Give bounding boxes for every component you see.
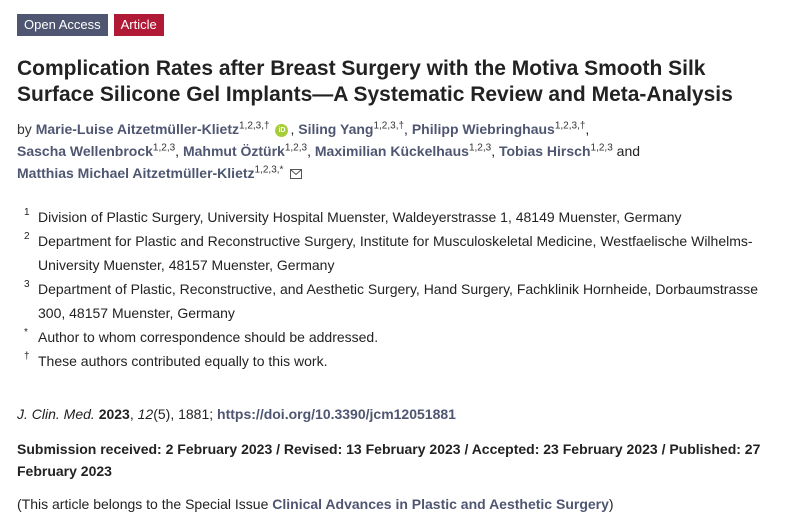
author-name[interactable]: Mahmut Öztürk: [182, 143, 285, 159]
author-affiliation-sup: 1,2,3,*: [254, 164, 284, 176]
affiliation-item: 1 Division of Plastic Surgery, Universit…: [24, 205, 784, 229]
citation-issue: (5), 1881;: [153, 406, 214, 422]
affiliation-item: 3 Department of Plastic, Reconstructive,…: [24, 277, 784, 325]
author-name[interactable]: Maximilian Kückelhaus: [314, 143, 469, 159]
article-title: Complication Rates after Breast Surgery …: [17, 57, 733, 106]
affiliation-text: Department of Plastic, Reconstructive, a…: [38, 281, 759, 321]
special-issue-note: (This article belongs to the Special Iss…: [17, 494, 614, 514]
affiliation-text: Department for Plastic and Reconstructiv…: [38, 233, 753, 273]
author-name[interactable]: Philipp Wiebringhaus: [411, 121, 555, 137]
journal-name: J. Clin. Med.: [17, 406, 95, 422]
author-affiliation-sup: 1,2,3,†: [238, 120, 270, 132]
email-icon[interactable]: [290, 163, 303, 185]
affiliation-marker: †: [24, 351, 30, 362]
author-affiliation-sup: 1,2,3: [468, 142, 492, 154]
article-type-badge[interactable]: Article: [113, 14, 164, 36]
special-issue-suffix: ): [608, 496, 614, 512]
author-name[interactable]: Tobias Hirsch: [498, 143, 591, 159]
author-name[interactable]: Matthias Michael Aitzetmüller-Klietz: [17, 165, 255, 181]
author-name[interactable]: Marie-Luise Aitzetmüller-Klietz: [35, 121, 239, 137]
open-access-badge[interactable]: Open Access: [17, 14, 108, 36]
by-label: by: [17, 121, 32, 137]
author-list: by Marie-Luise Aitzetmüller-Klietz1,2,3,…: [17, 118, 787, 185]
affiliation-item: † These authors contributed equally to t…: [24, 349, 784, 373]
author-name[interactable]: Siling Yang: [298, 121, 374, 137]
affiliation-text: Author to whom correspondence should be …: [38, 329, 379, 345]
affiliation-text: These authors contributed equally to thi…: [38, 353, 328, 369]
and-label: and: [616, 143, 641, 159]
author-affiliation-sup: 1,2,3,†: [554, 120, 586, 132]
affiliation-marker: *: [24, 327, 28, 338]
author-affiliation-sup: 1,2,3: [284, 142, 308, 154]
affiliation-marker: 1: [24, 207, 30, 218]
special-issue-link[interactable]: Clinical Advances in Plastic and Aesthet…: [272, 496, 609, 512]
badge-row: Open Access Article: [17, 14, 164, 36]
citation: J. Clin. Med. 2023, 12(5), 1881; https:/…: [17, 406, 456, 422]
affiliation-item: * Author to whom correspondence should b…: [24, 325, 784, 349]
affiliation-marker: 3: [24, 279, 30, 290]
author-affiliation-sup: 1,2,3: [152, 142, 176, 154]
affiliation-list: 1 Division of Plastic Surgery, Universit…: [24, 205, 784, 373]
orcid-icon[interactable]: iD: [275, 123, 289, 137]
author-affiliation-sup: 1,2,3: [590, 142, 613, 154]
citation-volume: 12: [137, 406, 154, 422]
citation-year: 2023: [98, 406, 130, 422]
affiliation-item: 2 Department for Plastic and Reconstruct…: [24, 229, 784, 277]
doi-link[interactable]: https://doi.org/10.3390/jcm12051881: [217, 406, 456, 422]
author-affiliation-sup: 1,2,3,†: [373, 120, 405, 132]
affiliation-text: Division of Plastic Surgery, University …: [38, 209, 682, 225]
special-issue-prefix: (This article belongs to the Special Iss…: [17, 496, 273, 512]
affiliation-marker: 2: [24, 231, 30, 242]
author-name[interactable]: Sascha Wellenbrock: [17, 143, 153, 159]
publication-dates: Submission received: 2 February 2023 / R…: [17, 441, 761, 479]
